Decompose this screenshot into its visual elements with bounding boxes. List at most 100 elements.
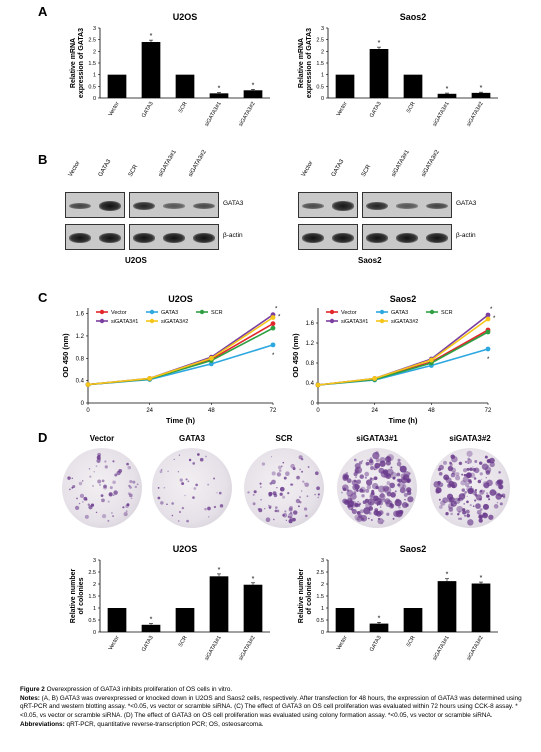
d-u2os-ytick-label: 1.5 <box>88 594 96 600</box>
d-colony <box>345 471 349 475</box>
d-colony <box>367 517 370 520</box>
d-colony <box>384 498 391 505</box>
d-colony <box>466 467 470 471</box>
d-colony <box>364 471 370 477</box>
a-u2os-ylabel-line1: Relative mRNA <box>70 38 77 88</box>
d-colony <box>247 491 250 494</box>
d-saos2-ylabel-line1: Relative number <box>298 568 305 623</box>
c-u2os-series-line <box>87 344 274 386</box>
d-saos2-significance-star: * <box>378 615 381 622</box>
d-colony <box>95 465 98 467</box>
d-colony <box>476 509 482 515</box>
d-colony <box>160 501 164 505</box>
d-colony <box>282 461 285 464</box>
d-colony <box>350 493 357 500</box>
abbreviations-text: qRT-PCR, quantitative reverse-transcript… <box>66 720 264 728</box>
d-colony <box>479 461 483 465</box>
d-colony <box>78 502 81 505</box>
d-u2os-title: U2OS <box>173 544 198 554</box>
b-saos2-blot-row-gata3 <box>298 192 358 218</box>
d-u2os-category-label: GATA3 <box>141 635 155 653</box>
d-colony <box>386 456 390 459</box>
d-colony <box>364 498 369 503</box>
d-colony <box>459 497 463 502</box>
figure-title: Overexpression of GATA3 inhibits prolife… <box>46 686 233 693</box>
c-u2os-series-line <box>87 316 274 386</box>
d-colony <box>218 491 222 495</box>
d-colony <box>467 457 470 461</box>
d-colony <box>480 478 483 481</box>
d-colony <box>104 460 107 463</box>
b-u2os-band <box>163 203 185 209</box>
d-colony <box>489 457 495 464</box>
d-colony <box>370 466 375 471</box>
d-colony <box>284 510 287 513</box>
d-colony <box>125 510 128 513</box>
c-saos2-legend-label: SCR <box>441 310 453 316</box>
d-colony <box>302 480 305 483</box>
d-colony <box>108 492 113 497</box>
d-colony <box>356 479 362 485</box>
d-colony <box>299 501 302 504</box>
d-colony <box>184 494 186 497</box>
b-saos2-band <box>366 233 388 243</box>
d-colony <box>303 482 306 484</box>
d-saos2-ytick-label: 2 <box>321 582 324 588</box>
c-u2os-xtick-label: 0 <box>86 408 90 414</box>
b-u2os-band <box>163 233 185 243</box>
d-colony <box>487 459 491 463</box>
c-saos2-legend-label: GATA3 <box>391 310 408 316</box>
panel-letter-a: A <box>38 4 48 19</box>
d-colony <box>450 472 456 478</box>
d-colony <box>364 476 367 479</box>
d-colony <box>93 470 96 473</box>
d-colony <box>391 503 395 507</box>
d-colony <box>357 503 361 507</box>
d-colony <box>157 487 160 489</box>
c-saos2-legend-marker <box>429 309 435 315</box>
d-colony <box>92 485 94 487</box>
b-saos2-title: Saos2 <box>358 256 382 265</box>
d-colony <box>377 485 386 493</box>
c-u2os-significance-star: * <box>278 315 281 321</box>
d-colony <box>356 510 361 515</box>
d-colony <box>455 472 460 477</box>
d-colony <box>304 482 309 488</box>
d-colony <box>373 476 378 481</box>
d-colony <box>373 466 378 470</box>
d-colony <box>267 504 270 506</box>
d-colony <box>485 470 491 475</box>
b-saos2-lane-label: siGATA3#2 <box>420 149 441 178</box>
d-colony <box>463 514 467 517</box>
d-colony <box>460 480 466 486</box>
a-u2os-ytick-label: 0.5 <box>88 84 96 90</box>
a-saos2-bar <box>335 74 355 98</box>
d-colony <box>185 478 188 481</box>
b-u2os-blot-row-gata3 <box>65 192 125 218</box>
a-saos2-significance-star: * <box>480 85 483 92</box>
d-colony <box>365 461 370 466</box>
c-saos2-legend-label: Vector <box>341 310 357 316</box>
d-colony <box>287 491 290 495</box>
d-colony <box>358 461 363 465</box>
a-u2os-ylabel: Relative mRNAexpression of GATA3 <box>70 28 85 98</box>
b-saos2-band <box>366 201 388 211</box>
d-colony <box>280 465 283 468</box>
d-colony <box>187 480 190 483</box>
d-saos2-category-label: siGATA3#2 <box>466 635 485 662</box>
d-colony <box>298 505 300 508</box>
d-colony <box>458 510 461 514</box>
d-colony <box>213 477 216 480</box>
d-colony <box>493 504 499 509</box>
d-colony <box>349 498 353 502</box>
d-colony <box>179 478 183 482</box>
a-u2os-ytick-label: 3 <box>93 26 96 32</box>
d-colony <box>403 470 410 478</box>
d-colony-dots <box>340 451 414 525</box>
d-colony <box>292 467 296 471</box>
a-u2os-ytick-label: 2.5 <box>88 38 96 44</box>
b-u2os-band <box>193 233 215 243</box>
d-u2os-bar <box>243 584 263 632</box>
d-colony <box>375 451 379 455</box>
